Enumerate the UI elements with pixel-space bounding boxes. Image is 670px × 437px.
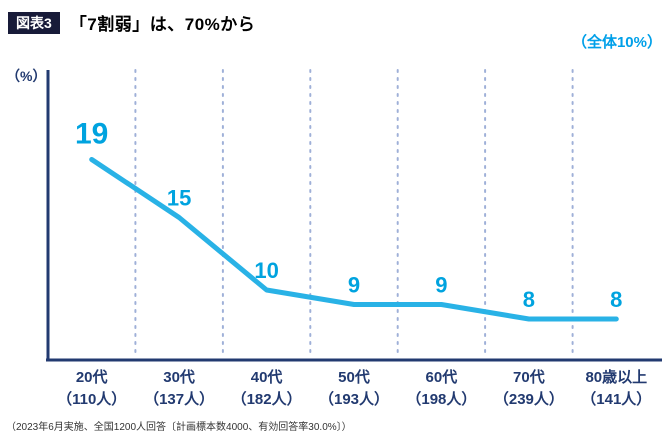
y-axis-unit-label: （%） bbox=[6, 68, 47, 84]
chart-title: 「7割弱」は、70%から bbox=[69, 15, 256, 34]
x-axis-category-label: 20代（110人） bbox=[57, 368, 126, 408]
data-point-label: 9 bbox=[435, 273, 447, 298]
x-axis-category-label: 30代（137人） bbox=[144, 368, 214, 408]
figure-number-badge: 図表3 bbox=[8, 11, 60, 34]
data-point-label: 9 bbox=[348, 273, 360, 298]
x-axis-category-label: 80歳以上（141人） bbox=[581, 368, 651, 408]
x-axis-category-label: 70代（239人） bbox=[494, 368, 564, 408]
x-axis-category-label: 50代（193人） bbox=[319, 368, 389, 408]
data-line bbox=[89, 157, 619, 322]
data-point-label: 8 bbox=[610, 287, 622, 312]
overall-percentage-label: （全体10%） bbox=[571, 34, 662, 51]
data-point-label: 8 bbox=[523, 287, 535, 312]
data-point-label: 19 bbox=[75, 118, 108, 151]
data-point-label: 10 bbox=[254, 258, 278, 283]
x-axis-category-label: 60代（198人） bbox=[406, 368, 476, 408]
x-axis-category-label: 40代（182人） bbox=[232, 368, 302, 408]
source-note: （2023年6月実施、全国1200人回答〔計画標本数4000、有効回答率30.0… bbox=[6, 422, 352, 433]
data-point-label: 15 bbox=[167, 186, 191, 211]
chart-header: 図表3 「7割弱」は、70%から bbox=[8, 10, 662, 35]
